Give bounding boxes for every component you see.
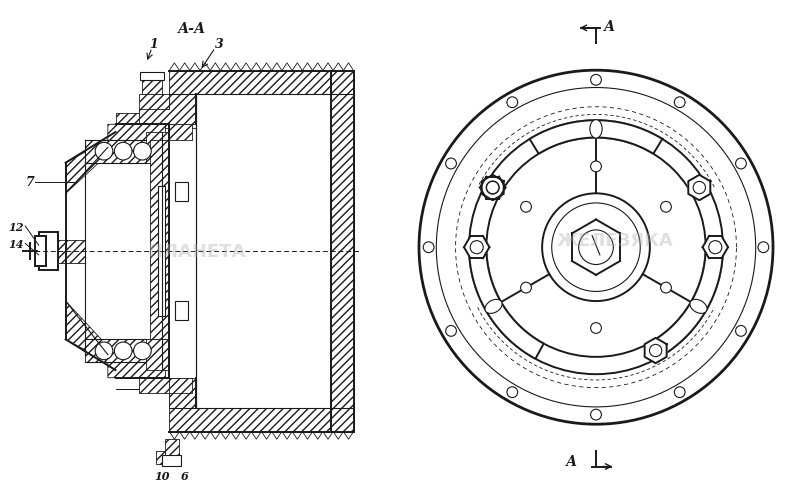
Circle shape xyxy=(486,181,499,195)
Circle shape xyxy=(590,75,602,86)
Bar xyxy=(156,451,166,464)
Bar xyxy=(170,378,192,393)
Circle shape xyxy=(134,143,151,161)
Circle shape xyxy=(423,242,434,253)
Polygon shape xyxy=(464,237,490,259)
Circle shape xyxy=(521,283,531,293)
Bar xyxy=(175,301,189,321)
Bar xyxy=(170,125,192,140)
Circle shape xyxy=(578,230,614,265)
Polygon shape xyxy=(115,95,196,129)
Circle shape xyxy=(507,97,518,108)
Ellipse shape xyxy=(690,300,707,314)
Circle shape xyxy=(114,342,132,360)
Bar xyxy=(158,186,166,317)
Polygon shape xyxy=(146,132,170,163)
Polygon shape xyxy=(688,176,710,201)
Text: А: А xyxy=(604,20,615,34)
Text: ЖЕЛЕЗЯКА: ЖЕЛЕЗЯКА xyxy=(557,231,674,249)
Text: 7: 7 xyxy=(26,176,35,189)
Circle shape xyxy=(735,159,746,169)
Circle shape xyxy=(436,88,756,407)
Polygon shape xyxy=(85,340,162,362)
Text: А-А: А-А xyxy=(178,22,206,36)
Bar xyxy=(35,236,46,267)
Circle shape xyxy=(486,182,499,194)
Circle shape xyxy=(470,241,483,254)
Circle shape xyxy=(486,138,706,357)
Polygon shape xyxy=(702,237,728,259)
Circle shape xyxy=(469,121,723,374)
Circle shape xyxy=(95,342,113,360)
Polygon shape xyxy=(150,140,170,340)
Ellipse shape xyxy=(590,120,602,139)
Text: 3: 3 xyxy=(215,38,223,51)
Text: 10: 10 xyxy=(154,470,170,480)
Circle shape xyxy=(693,182,706,194)
Bar xyxy=(166,439,179,458)
Circle shape xyxy=(661,202,671,213)
Circle shape xyxy=(735,326,746,336)
Polygon shape xyxy=(138,95,170,114)
Polygon shape xyxy=(138,95,196,125)
Circle shape xyxy=(134,342,151,360)
Circle shape xyxy=(709,241,722,254)
Circle shape xyxy=(590,409,602,420)
Text: ПЛАНЕТА: ПЛАНЕТА xyxy=(148,242,252,261)
Circle shape xyxy=(552,204,640,292)
Circle shape xyxy=(661,283,671,293)
Polygon shape xyxy=(66,125,166,194)
Circle shape xyxy=(419,71,773,424)
Text: 12: 12 xyxy=(8,221,23,232)
Ellipse shape xyxy=(485,300,502,314)
Circle shape xyxy=(650,345,662,357)
Circle shape xyxy=(590,162,602,172)
Polygon shape xyxy=(530,121,662,155)
Text: 6: 6 xyxy=(181,470,189,480)
Circle shape xyxy=(446,326,457,336)
Circle shape xyxy=(114,143,132,161)
Polygon shape xyxy=(115,389,196,408)
Polygon shape xyxy=(480,177,506,199)
Polygon shape xyxy=(146,340,170,370)
Circle shape xyxy=(95,143,113,161)
Circle shape xyxy=(674,387,685,398)
Bar xyxy=(141,73,163,81)
Circle shape xyxy=(542,194,650,301)
Bar xyxy=(142,81,162,95)
Circle shape xyxy=(521,202,531,213)
Polygon shape xyxy=(330,72,354,432)
Text: 1: 1 xyxy=(150,38,158,51)
Polygon shape xyxy=(469,244,544,359)
Polygon shape xyxy=(50,240,85,263)
Polygon shape xyxy=(138,378,196,408)
Bar xyxy=(175,182,189,202)
Polygon shape xyxy=(170,408,354,432)
Circle shape xyxy=(446,159,457,169)
Polygon shape xyxy=(645,338,666,363)
Polygon shape xyxy=(85,140,162,163)
Polygon shape xyxy=(66,301,166,378)
Bar xyxy=(162,455,181,466)
Text: А: А xyxy=(566,454,577,468)
Circle shape xyxy=(758,242,769,253)
Polygon shape xyxy=(170,72,354,95)
Circle shape xyxy=(674,97,685,108)
Circle shape xyxy=(590,323,602,334)
Polygon shape xyxy=(482,176,504,201)
Polygon shape xyxy=(648,244,723,359)
Circle shape xyxy=(507,387,518,398)
Text: 14: 14 xyxy=(8,239,23,249)
Bar xyxy=(38,232,58,271)
